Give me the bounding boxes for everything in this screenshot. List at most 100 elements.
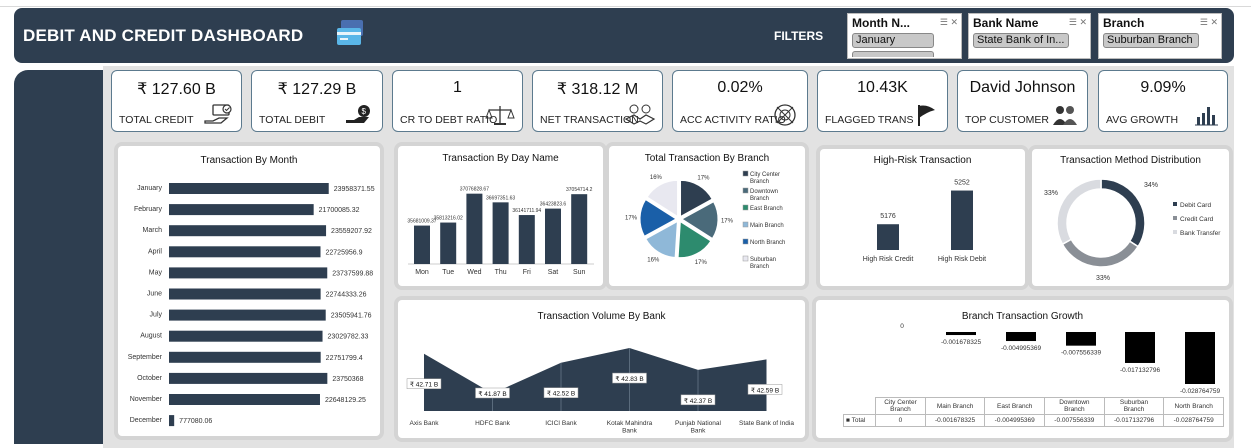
data-label-box bbox=[680, 394, 716, 406]
table-row-label: ■ Total bbox=[842, 414, 877, 427]
category-label: Thu bbox=[495, 269, 507, 276]
kpi-cr-debt-ratio: 1 CR TO DEBT RATIO bbox=[392, 70, 523, 132]
kpi-label: AVG GROWTH bbox=[1106, 114, 1179, 126]
table-cell: -0.001678325 bbox=[924, 414, 986, 427]
data-label: 36423823.6 bbox=[540, 202, 567, 208]
panel-branch-growth: Branch Transaction Growth 0 -0.001678325-… bbox=[812, 296, 1233, 442]
bar bbox=[492, 202, 509, 264]
slicer-month[interactable]: Month N... ☰ ✕ January bbox=[847, 13, 962, 59]
data-label: 21700085.32 bbox=[319, 207, 360, 214]
panel-transaction-method: Transaction Method Distribution 34% 33% 33… bbox=[1028, 145, 1233, 290]
category-label: Axis Bank bbox=[410, 420, 440, 427]
data-label: 23750368 bbox=[332, 376, 363, 383]
kpi-top-customer: David Johnson TOP CUSTOMER bbox=[957, 70, 1088, 132]
chart-title: Transaction By Month bbox=[200, 155, 298, 166]
slicer-month-item-next[interactable] bbox=[852, 51, 934, 57]
data-label: 37076828.67 bbox=[460, 187, 489, 193]
table-header-cell: Suburban Branch bbox=[1103, 397, 1165, 415]
people-icon bbox=[1053, 106, 1077, 125]
bar bbox=[169, 330, 323, 342]
growth-bars-icon bbox=[1195, 107, 1218, 126]
growth-bar-chart: 0 -0.001678325 -0.004995369 -0.007556339 -0.… bbox=[900, 323, 1221, 394]
legend-label: Debit Card bbox=[1180, 202, 1211, 209]
panel-transaction-by-day: Transaction By Day Name 35681009.37 Mon 35… bbox=[394, 142, 607, 290]
donut-slice bbox=[1056, 178, 1102, 246]
category-label: ICICI Bank bbox=[545, 420, 577, 427]
legend-swatch bbox=[1173, 216, 1177, 220]
data-label: 33% bbox=[1096, 275, 1110, 282]
bar bbox=[545, 208, 561, 264]
filter-options-icon[interactable]: ☰ ✕ bbox=[1199, 17, 1218, 27]
chart-title: Transaction By Day Name bbox=[442, 153, 559, 164]
category-label: October bbox=[137, 375, 163, 382]
slicer-branch[interactable]: Branch ☰ ✕ Suburban Branch bbox=[1098, 13, 1222, 59]
data-label: ₹ 41.87 B bbox=[478, 390, 506, 398]
data-label-box bbox=[747, 384, 783, 395]
category-label: Sat bbox=[548, 269, 559, 276]
data-label: 37054714.2 bbox=[566, 187, 593, 193]
data-label: -0.007556339 bbox=[1061, 350, 1102, 357]
panel-transaction-by-month: Transaction By Month January 23958371.55 F… bbox=[114, 142, 384, 440]
bar bbox=[169, 309, 326, 321]
bar bbox=[169, 204, 314, 216]
legend-swatch bbox=[742, 255, 749, 262]
category-label: Wed bbox=[467, 269, 481, 276]
bar bbox=[951, 190, 973, 250]
slicer-bank-item[interactable]: State Bank of In... bbox=[973, 33, 1069, 48]
method-donut-chart: 34% 33% 33% Debit Card Credit Card Bank Trans… bbox=[1044, 178, 1221, 282]
data-label: 777080.06 bbox=[179, 418, 212, 425]
legend-swatch bbox=[742, 170, 749, 177]
data-label: -0.004995369 bbox=[1001, 345, 1042, 352]
data-label: -0.028764759 bbox=[1180, 388, 1221, 394]
bar bbox=[571, 194, 588, 264]
data-label: 36697351.63 bbox=[486, 195, 515, 201]
category-label: Fri bbox=[523, 269, 532, 276]
data-label: 22751799.4 bbox=[326, 355, 363, 362]
bar bbox=[466, 193, 483, 264]
bar bbox=[1185, 332, 1215, 384]
kpi-value: 0.02% bbox=[717, 79, 763, 96]
bar bbox=[169, 372, 328, 384]
legend-label: Branch bbox=[750, 196, 769, 202]
legend-swatch bbox=[742, 221, 749, 228]
category-label: May bbox=[149, 269, 163, 276]
bar bbox=[169, 183, 329, 194]
target-icon bbox=[774, 104, 796, 126]
table-cell: -0.007556339 bbox=[1044, 414, 1105, 427]
category-label: High Risk Credit bbox=[863, 256, 914, 263]
data-label: 23505941.76 bbox=[331, 313, 372, 320]
category-label: State Bank of India bbox=[739, 420, 794, 427]
multiselect-filter-icon[interactable]: ☰ ✕ bbox=[939, 17, 958, 27]
growth-data-table: City Center Branch Main Branch East Branch D… bbox=[842, 397, 1224, 427]
data-label: 22725956.9 bbox=[326, 249, 363, 256]
table-corner bbox=[844, 398, 876, 415]
slicer-branch-title: Branch bbox=[1103, 16, 1145, 30]
legend-label: Bank Transfer bbox=[1180, 230, 1221, 237]
category-label: July bbox=[150, 312, 163, 319]
data-label: 34% bbox=[1144, 182, 1158, 189]
category-label: August bbox=[140, 333, 162, 340]
data-label: 36141711.94 bbox=[512, 208, 541, 214]
donut-slice bbox=[1061, 238, 1140, 268]
pie-slice bbox=[645, 220, 678, 258]
table-cell: -0.028764759 bbox=[1163, 414, 1224, 427]
slicer-bank[interactable]: Bank Name ☰ ✕ State Bank of In... bbox=[968, 13, 1091, 59]
category-label: March bbox=[143, 227, 163, 234]
data-label-box bbox=[475, 387, 510, 399]
chart-title: High-Risk Transaction bbox=[873, 155, 972, 166]
panel-transaction-by-branch: Total Transaction By Branch 17% 17% 17% 16%… bbox=[605, 142, 809, 290]
data-label: 5176 bbox=[880, 213, 896, 220]
table-header-cell: Downtown Branch bbox=[1044, 397, 1105, 415]
slicer-bank-title: Bank Name bbox=[973, 16, 1039, 30]
category-label: September bbox=[128, 354, 163, 361]
category-label: June bbox=[147, 291, 162, 298]
table-cell: 0 bbox=[875, 414, 926, 427]
kpi-total-debit: ₹ 127.29 B TOTAL DEBIT $ bbox=[251, 70, 383, 132]
slicer-branch-item[interactable]: Suburban Branch bbox=[1103, 33, 1199, 48]
svg-text:$: $ bbox=[362, 107, 367, 116]
clear-filter-icon[interactable]: ☰ ✕ bbox=[1068, 17, 1087, 27]
slicer-month-item[interactable]: January bbox=[852, 33, 934, 48]
bar bbox=[414, 225, 430, 264]
category-label: Bank bbox=[622, 428, 638, 435]
bar bbox=[518, 215, 535, 264]
